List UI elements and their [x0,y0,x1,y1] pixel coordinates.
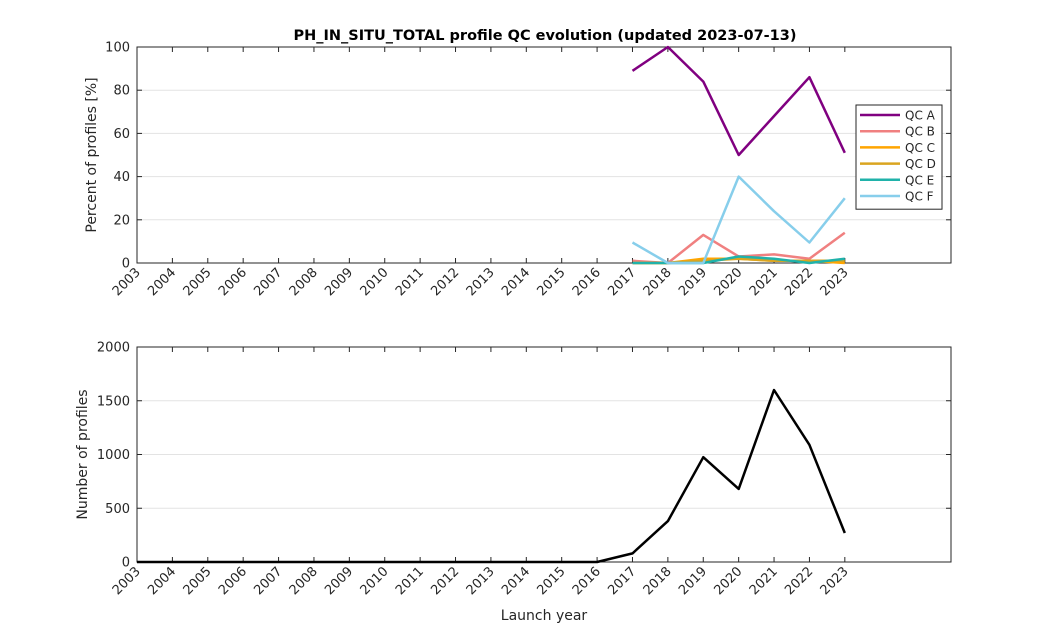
x-tick-label: 2015 [535,265,569,299]
x-tick-label: 2005 [181,564,215,598]
x-tick-label: 2018 [641,564,675,598]
x-tick-label: 2006 [216,564,250,598]
x-tick-label: 2014 [499,265,533,299]
y-tick-label: 2000 [97,341,130,356]
qc-percent-panel: 0 20 40 60 80 100 2003 2004 2005 2006 2007 2008 2009… [84,41,952,299]
x-tick-label: 2003 [110,265,144,299]
y-tick-label: 20 [113,213,130,228]
legend-label: QC A [905,109,936,123]
x-tick-label: 2009 [322,265,356,299]
x-tick-label: 2004 [145,265,179,299]
y-tick-label: 60 [113,127,130,142]
x-tick-label: 2011 [393,265,427,299]
y-tick-label: 1500 [97,394,130,409]
legend-label: QC C [905,141,935,155]
x-tick-label: 2020 [711,265,745,299]
axes-frame [136,46,952,264]
x-tick-label: 2016 [570,265,604,299]
x-tick-label: 2021 [747,265,781,299]
x-tick-label: 2010 [358,564,392,598]
x-tick-label: 2004 [145,564,179,598]
x-tick-label: 2003 [110,564,144,598]
x-tick-label: 2023 [818,564,852,598]
x-tick-label: 2011 [393,564,427,598]
x-tick-label: 2007 [251,564,285,598]
x-tick-label: 2006 [216,265,250,299]
y-tick-label: 1000 [97,448,130,463]
series-line-qc-a [631,45,846,157]
series-line-0 [137,388,846,564]
y-tick-label: 80 [113,84,130,99]
y-tick-label: 0 [122,556,130,571]
x-tick-label: 2008 [287,564,321,598]
legend: QC A QC B QC C QC D QC E QC F [855,104,943,210]
x-tick-label: 2020 [711,564,745,598]
x-tick-label: 2017 [605,564,639,598]
legend-label: QC D [905,157,936,171]
x-tick-label: 2019 [676,564,710,598]
series-line-qc-f [631,175,846,265]
x-tick-label: 2009 [322,564,356,598]
x-tick-label: 2017 [605,265,639,299]
legend-box [855,104,943,210]
x-tick-label: 2019 [676,265,710,299]
x-axis-label: Launch year [501,608,588,624]
legend-label: QC B [905,125,935,139]
y-axis-label: Percent of profiles [%] [84,77,100,232]
x-tick-label: 2010 [358,265,392,299]
x-tick-label: 2012 [428,564,462,598]
y-tick-label: 500 [105,502,130,517]
y-tick-label: 100 [105,41,130,56]
x-tick-label: 2023 [818,265,852,299]
x-tick-label: 2018 [641,265,675,299]
y-tick-label: 40 [113,170,130,185]
x-tick-label: 2015 [535,564,569,598]
x-tick-label: 2014 [499,564,533,598]
x-tick-label: 2021 [747,564,781,598]
x-tick-label: 2007 [251,265,285,299]
x-tick-label: 2013 [464,564,498,598]
y-tick-label: 0 [122,257,130,272]
x-tick-label: 2022 [782,564,816,598]
x-tick-label: 2016 [570,564,604,598]
figure-title: PH_IN_SITU_TOTAL profile QC evolution (u… [294,28,797,44]
y-axis-label: Number of profiles [75,389,91,519]
plot-area [137,47,951,263]
x-tick-label: 2013 [464,265,498,299]
x-tick-label: 2012 [428,265,462,299]
profile-count-panel: 0 500 1000 1500 2000 2003 2004 2005 2006 2007 2008… [75,341,952,624]
legend-label: QC F [905,190,934,204]
x-tick-label: 2005 [181,265,215,299]
legend-label: QC E [905,173,934,187]
x-tick-label: 2022 [782,265,816,299]
x-tick-label: 2008 [287,265,321,299]
